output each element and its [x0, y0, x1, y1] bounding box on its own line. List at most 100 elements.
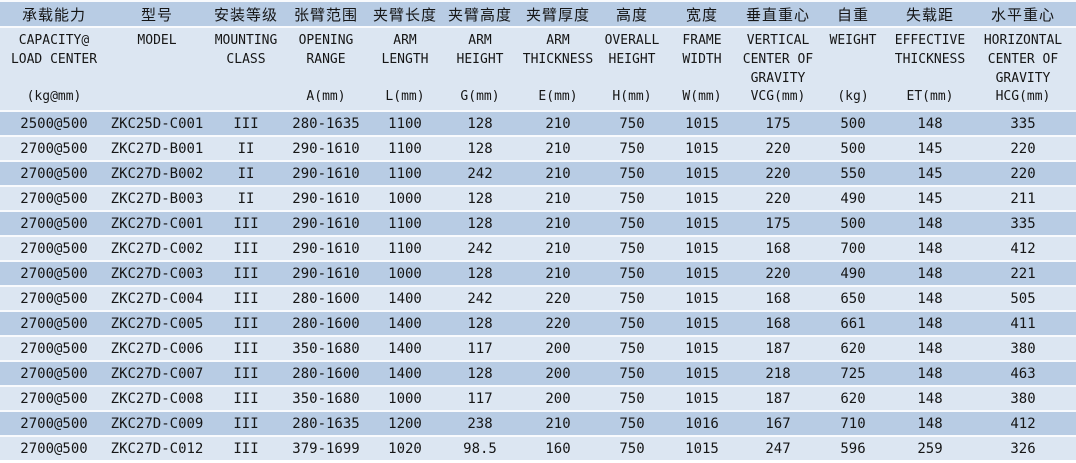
table-cell: 247: [740, 435, 816, 460]
table-cell: 750: [600, 110, 664, 136]
table-cell: 1015: [664, 110, 740, 136]
table-cell: 750: [600, 235, 664, 261]
table-cell: 2500@500: [0, 110, 108, 136]
header-en-label: MODEL: [137, 33, 177, 48]
table-cell: 700: [816, 235, 890, 261]
header-en-label: OVERALL HEIGHT: [604, 33, 660, 67]
table-cell: 750: [600, 260, 664, 286]
table-cell: 280-1635: [286, 110, 366, 136]
table-cell: 326: [970, 435, 1076, 460]
table-cell: 750: [600, 360, 664, 386]
header-unit-label: (kg@mm): [26, 88, 82, 104]
table-cell: ZKC27D-C012: [108, 435, 206, 460]
header-en-cell: HORIZONTAL CENTER OF GRAVITY HCG(mm): [970, 27, 1076, 111]
header-zh-cell: 垂直重心: [740, 1, 816, 28]
table-cell: 220: [516, 310, 600, 336]
table-cell: III: [206, 210, 286, 236]
table-cell: 750: [600, 210, 664, 236]
header-en-label: WEIGHT: [829, 33, 877, 48]
table-cell: 750: [600, 185, 664, 211]
header-en-cell-content: OVERALL HEIGHT H(mm): [600, 28, 664, 110]
table-cell: III: [206, 310, 286, 336]
table-cell: 2700@500: [0, 210, 108, 236]
table-cell: 412: [970, 235, 1076, 261]
table-cell: 2700@500: [0, 260, 108, 286]
table-cell: 380: [970, 335, 1076, 361]
header-en-cell-content: HORIZONTAL CENTER OF GRAVITY HCG(mm): [970, 28, 1076, 110]
table-cell: 1100: [366, 210, 444, 236]
header-unit-label: ET(mm): [906, 88, 954, 104]
table-cell: 620: [816, 385, 890, 411]
header-en-cell: VERTICAL CENTER OF GRAVITY VCG(mm): [740, 27, 816, 111]
table-cell: 175: [740, 210, 816, 236]
table-cell: 1015: [664, 285, 740, 311]
table-cell: 335: [970, 110, 1076, 136]
table-cell: 2700@500: [0, 410, 108, 436]
table-cell: 500: [816, 110, 890, 136]
table-cell: 220: [740, 185, 816, 211]
header-en-label: OPENING RANGE: [298, 33, 354, 67]
table-cell: 1015: [664, 260, 740, 286]
header-en-label: EFFECTIVE THICKNESS: [894, 33, 966, 67]
table-cell: 210: [516, 235, 600, 261]
table-cell: II: [206, 135, 286, 161]
table-cell: 1400: [366, 285, 444, 311]
table-row: 2700@500 ZKC27D-B003 II 290-1610 1000 128 210 7…: [0, 185, 1076, 211]
table-cell: 290-1610: [286, 160, 366, 186]
table-cell: 500: [816, 135, 890, 161]
table-cell: 128: [444, 135, 516, 161]
table-cell: 200: [516, 360, 600, 386]
table-cell: 168: [740, 310, 816, 336]
table-cell: 148: [890, 410, 970, 436]
table-cell: 412: [970, 410, 1076, 436]
table-cell: 148: [890, 210, 970, 236]
table-cell: 280-1600: [286, 310, 366, 336]
table-cell: III: [206, 260, 286, 286]
header-en-cell: ARM THICKNESS E(mm): [516, 27, 600, 111]
header-en-cell-content: CAPACITY@ LOAD CENTER (kg@mm): [0, 28, 108, 110]
header-en-cell: OVERALL HEIGHT H(mm): [600, 27, 664, 111]
header-en-cell-content: ARM LENGTH L(mm): [366, 28, 444, 110]
table-cell: 148: [890, 360, 970, 386]
table-cell: III: [206, 110, 286, 136]
header-en-label: VERTICAL CENTER OF GRAVITY: [742, 33, 814, 86]
table-cell: 175: [740, 110, 816, 136]
header-en-cell: MODEL: [108, 27, 206, 111]
table-cell: 2700@500: [0, 360, 108, 386]
table-cell: 290-1610: [286, 135, 366, 161]
table-cell: 750: [600, 335, 664, 361]
table-cell: 220: [970, 135, 1076, 161]
table-cell: 210: [516, 185, 600, 211]
table-cell: 750: [600, 410, 664, 436]
table-cell: 500: [816, 210, 890, 236]
table-cell: 238: [444, 410, 516, 436]
table-cell: 221: [970, 260, 1076, 286]
table-cell: III: [206, 360, 286, 386]
table-cell: 280-1600: [286, 360, 366, 386]
header-unit-label: VCG(mm): [750, 88, 806, 104]
table-cell: 1015: [664, 135, 740, 161]
table-cell: 1020: [366, 435, 444, 460]
table-cell: 148: [890, 110, 970, 136]
table-cell: III: [206, 335, 286, 361]
table-cell: 505: [970, 285, 1076, 311]
table-cell: 210: [516, 210, 600, 236]
table-cell: 1100: [366, 160, 444, 186]
table-cell: 242: [444, 235, 516, 261]
header-zh-cell: 宽度: [664, 1, 740, 28]
table-cell: 1015: [664, 210, 740, 236]
table-cell: 290-1610: [286, 185, 366, 211]
table-cell: 1015: [664, 235, 740, 261]
table-cell: III: [206, 235, 286, 261]
table-cell: 259: [890, 435, 970, 460]
table-cell: 200: [516, 385, 600, 411]
table-cell: 596: [816, 435, 890, 460]
header-en-cell: ARM LENGTH L(mm): [366, 27, 444, 111]
header-en-label: FRAME WIDTH: [682, 33, 722, 67]
header-en-label: ARM THICKNESS: [522, 33, 594, 67]
table-cell: 210: [516, 260, 600, 286]
table-cell: 160: [516, 435, 600, 460]
table-cell: 1016: [664, 410, 740, 436]
table-cell: 750: [600, 135, 664, 161]
